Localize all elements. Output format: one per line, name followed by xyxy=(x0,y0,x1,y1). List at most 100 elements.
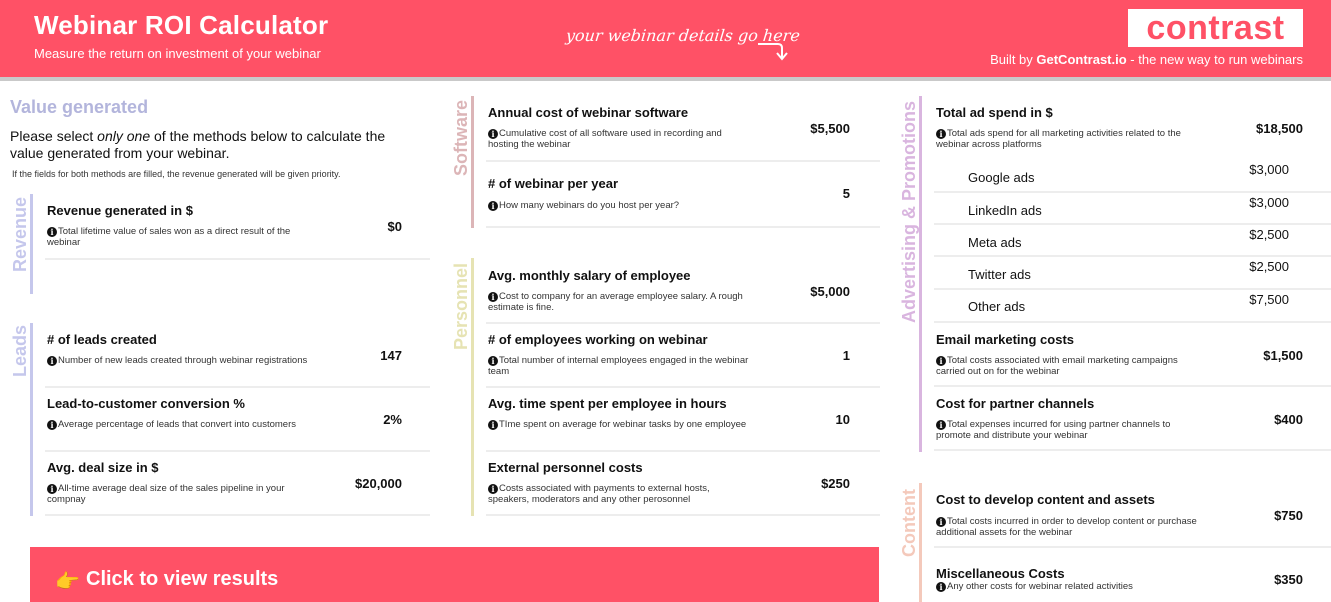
pointing-hand-icon: 👉 xyxy=(55,571,80,593)
info-icon[interactable]: i xyxy=(488,201,498,211)
field-content-cost: Cost to develop content and assets i Tota… xyxy=(934,484,1331,548)
section-bar-content xyxy=(919,483,922,602)
ad-value-input[interactable]: $2,500 xyxy=(1249,227,1289,242)
priority-note: If the fields for both methods are fille… xyxy=(12,169,341,179)
ad-label: Google ads xyxy=(968,170,1035,185)
field-label: Avg. time spent per employee in hours xyxy=(488,396,727,411)
field-description: i TIme spent on average for webinar tasks… xyxy=(488,419,750,430)
contrast-logo[interactable]: contrast xyxy=(1128,9,1303,47)
field-value-input[interactable]: $1,500 xyxy=(1263,348,1303,363)
field-label: External personnel costs xyxy=(488,460,643,475)
field-description: i How many webinars do you host per year? xyxy=(488,200,750,211)
field-value-input[interactable]: $400 xyxy=(1274,412,1303,427)
field-description: i Number of new leads created through web… xyxy=(47,355,309,366)
field-value-input[interactable]: 10 xyxy=(835,412,850,427)
value-generated-instructions: Please select only one of the methods be… xyxy=(10,128,410,162)
field-description: i Costs associated with payments to exter… xyxy=(488,483,710,505)
field-label: Avg. deal size in $ xyxy=(47,460,159,475)
field-software-cost: Annual cost of webinar software i Cumulat… xyxy=(486,96,880,162)
info-icon[interactable]: i xyxy=(47,356,57,366)
section-bar-personnel xyxy=(471,258,474,516)
field-avg-deal-size: Avg. deal size in $ i All-time average de… xyxy=(45,452,430,516)
field-description: i Cumulative cost of all software used in… xyxy=(488,128,722,150)
ad-value-input[interactable]: $3,000 xyxy=(1249,195,1289,210)
info-icon[interactable]: i xyxy=(936,420,946,430)
field-label: Miscellaneous Costs xyxy=(936,566,1065,581)
field-value-input[interactable]: 2% xyxy=(383,412,402,427)
page-title: Webinar ROI Calculator xyxy=(34,10,329,40)
ad-label: Twitter ads xyxy=(968,267,1031,282)
view-results-label: Click to view results xyxy=(86,568,279,590)
field-partner-channels: Cost for partner channels i Total expense… xyxy=(934,387,1331,451)
info-icon[interactable]: i xyxy=(936,582,946,592)
info-icon[interactable]: i xyxy=(488,356,498,366)
field-value-input[interactable]: $350 xyxy=(1274,572,1303,587)
value-generated-heading: Value generated xyxy=(10,97,149,117)
info-icon[interactable]: i xyxy=(47,227,57,237)
section-label-content: Content xyxy=(899,489,919,557)
info-icon[interactable]: i xyxy=(936,517,946,527)
field-misc-costs: Miscellaneous Costs i Any other costs for… xyxy=(934,548,1331,602)
field-value-input[interactable]: $5,500 xyxy=(810,121,850,136)
info-icon[interactable]: i xyxy=(488,484,498,494)
field-description: i Any other costs for webinar related act… xyxy=(936,581,1198,592)
field-label: Cost to develop content and assets xyxy=(936,492,1155,507)
info-icon[interactable]: i xyxy=(488,292,498,302)
field-revenue-generated: Revenue generated in $ i Total lifetime v… xyxy=(45,196,430,260)
field-description: i Total ads spend for all marketing activ… xyxy=(936,128,1181,150)
field-webinars-per-year: # of webinar per year i How many webinars… xyxy=(486,162,880,228)
field-label: Cost for partner channels xyxy=(936,396,1095,411)
info-icon[interactable]: i xyxy=(488,420,498,430)
info-icon[interactable]: i xyxy=(936,356,946,366)
field-leads-created: # of leads created i Number of new leads … xyxy=(45,324,430,388)
view-results-button[interactable]: 👉 Click to view results xyxy=(30,547,879,602)
desc-part2: of the methods below to calculate the va… xyxy=(10,128,386,161)
built-by-suffix: - the new way to run webinars xyxy=(1126,52,1303,67)
ad-label: Other ads xyxy=(968,299,1026,314)
header-divider xyxy=(0,77,1331,81)
curved-arrow-icon xyxy=(758,43,788,61)
section-bar-software xyxy=(471,96,474,228)
field-description: i Total costs associated with email marke… xyxy=(936,355,1178,377)
field-description: i Total lifetime value of sales won as a … xyxy=(47,226,291,248)
field-value-input[interactable]: $250 xyxy=(821,476,850,491)
field-value-input[interactable]: $750 xyxy=(1274,508,1303,523)
field-value-input[interactable]: 147 xyxy=(380,348,402,363)
field-value-input[interactable]: 1 xyxy=(842,348,850,363)
field-conversion-rate: Lead-to-customer conversion % i Average p… xyxy=(45,388,430,452)
ad-row-other: Other ads $7,500 xyxy=(934,290,1331,323)
field-value-input[interactable]: 5 xyxy=(842,186,850,201)
info-icon[interactable]: i xyxy=(47,484,57,494)
desc-part1: Please select xyxy=(10,128,98,144)
total-ad-spend-value: $18,500 xyxy=(1256,121,1303,136)
info-icon[interactable]: i xyxy=(47,420,57,430)
ad-label: LinkedIn ads xyxy=(968,203,1042,218)
field-value-input[interactable]: $20,000 xyxy=(355,476,402,491)
ad-label: Meta ads xyxy=(968,235,1022,250)
built-by-link[interactable]: GetContrast.io xyxy=(1036,52,1127,67)
ad-value-input[interactable]: $3,000 xyxy=(1249,162,1289,177)
ad-value-input[interactable]: $7,500 xyxy=(1249,292,1289,307)
ad-row-meta: Meta ads $2,500 xyxy=(934,225,1331,257)
field-description: i Average percentage of leads that conver… xyxy=(47,419,309,430)
section-label-revenue: Revenue xyxy=(10,196,30,272)
field-description: i Total expenses incurred for using partn… xyxy=(936,419,1171,441)
field-value-input[interactable]: $5,000 xyxy=(810,284,850,299)
ad-value-input[interactable]: $2,500 xyxy=(1249,259,1289,274)
field-label: # of employees working on webinar xyxy=(488,332,708,347)
field-description: i Total number of internal employees enga… xyxy=(488,355,749,377)
info-icon[interactable]: i xyxy=(488,129,498,139)
field-label: # of leads created xyxy=(47,332,157,347)
field-avg-salary: Avg. monthly salary of employee i Cost to… xyxy=(486,260,880,324)
built-by-text: Built by GetContrast.io - the new way to… xyxy=(990,52,1303,67)
section-bar-leads xyxy=(30,323,33,516)
field-label: Avg. monthly salary of employee xyxy=(488,268,691,283)
field-value-input[interactable]: $0 xyxy=(387,219,402,234)
field-label: # of webinar per year xyxy=(488,176,619,191)
section-bar-advertising xyxy=(919,96,922,452)
section-bar-revenue xyxy=(30,194,33,294)
field-label: Lead-to-customer conversion % xyxy=(47,396,245,411)
page-subtitle: Measure the return on investment of your… xyxy=(34,46,321,61)
info-icon[interactable]: i xyxy=(936,129,946,139)
